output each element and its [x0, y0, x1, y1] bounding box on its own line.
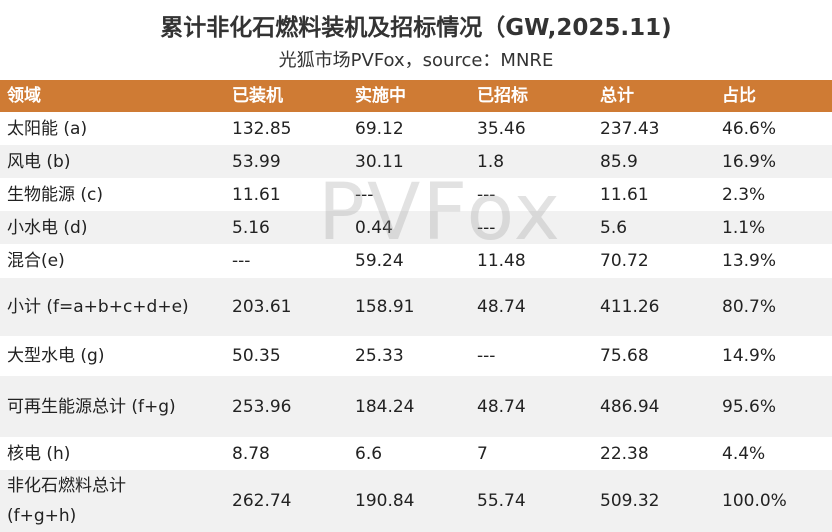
table-cell: 80.7%: [722, 297, 777, 317]
table-cell: 184.24: [355, 396, 415, 417]
table-cell: 1.1%: [722, 217, 766, 238]
table-cell: 11.61: [232, 184, 281, 205]
table-cell: 2.3%: [722, 184, 766, 205]
table-cell: ---: [477, 346, 496, 366]
table-cell: 203.61: [232, 297, 292, 317]
table-cell: 8.78: [232, 443, 270, 464]
table-cell: 小水电 (d): [7, 217, 88, 238]
table-row: 生物能源 (c) 11.61 --- --- 11.61 2.3%: [0, 178, 832, 211]
table-cell: 风电 (b): [7, 151, 71, 172]
table-cell: 16.9%: [722, 151, 777, 172]
table-cell: 48.74: [477, 297, 526, 317]
table-cell: ---: [355, 184, 374, 205]
table-cell: 253.96: [232, 396, 292, 417]
table-row: 核电 (h) 8.78 6.6 7 22.38 4.4%: [0, 437, 832, 470]
table-cell: 4.4%: [722, 443, 766, 464]
table-cell: 55.74: [477, 491, 526, 511]
table-cell: 190.84: [355, 491, 415, 511]
table-row: 可再生能源总计 (f+g) 253.96 184.24 48.74 486.94 95.6…: [0, 376, 832, 437]
table-cell: 11.48: [477, 251, 526, 271]
column-header: 占比: [722, 86, 756, 106]
table-cell: 158.91: [355, 297, 415, 317]
table-cell: 0.44: [355, 217, 393, 238]
table-cell: 486.94: [600, 396, 660, 417]
table-cell: 85.9: [600, 151, 638, 172]
table-row: 风电 (b) 53.99 30.11 1.8 85.9 16.9%: [0, 145, 832, 178]
table-cell: 22.38: [600, 443, 649, 464]
table-cell: 411.26: [600, 297, 660, 317]
table-cell: 50.35: [232, 346, 281, 366]
table-cell: 1.8: [477, 151, 505, 172]
table-row: 小计 (f=a+b+c+d+e) 203.61 158.91 48.74 411.26 8…: [0, 278, 832, 336]
table-cell: 509.32: [600, 491, 660, 511]
column-header: 已招标: [477, 86, 528, 106]
table-cell: 53.99: [232, 151, 281, 172]
table-cell: 13.9%: [722, 251, 777, 271]
table-cell: 59.24: [355, 251, 404, 271]
table-cell: 262.74: [232, 491, 292, 511]
table-cell: 25.33: [355, 346, 404, 366]
table-row: 太阳能 (a) 132.85 69.12 35.46 237.43 46.6%: [0, 112, 832, 145]
table-cell: 30.11: [355, 151, 404, 172]
table-cell: 100.0%: [722, 491, 787, 511]
table-cell: 11.61: [600, 184, 649, 205]
table-cell: 48.74: [477, 396, 526, 417]
table-row: 大型水电 (g) 50.35 25.33 --- 75.68 14.9%: [0, 336, 832, 376]
table-cell: 核电 (h): [7, 443, 71, 464]
table-cell: 太阳能 (a): [7, 118, 88, 139]
table-cell: 75.68: [600, 346, 649, 366]
table-cell: 14.9%: [722, 346, 777, 366]
table-row: 小水电 (d) 5.16 0.44 --- 5.6 1.1%: [0, 211, 832, 244]
column-header: 已装机: [232, 86, 283, 106]
table-cell: 5.16: [232, 217, 270, 238]
subtitle: 光狐市场PVFox，source：MNRE: [278, 50, 554, 71]
table-cell: 70.72: [600, 251, 649, 271]
table-cell: 可再生能源总计 (f+g): [7, 396, 176, 417]
table-cell: 7: [477, 443, 488, 464]
table-cell: ---: [232, 251, 251, 271]
table-cell: 非化石燃料总计 (f+g+h): [7, 476, 126, 526]
table-cell: ---: [477, 217, 496, 238]
table-cell: 6.6: [355, 443, 383, 464]
table-cell: 5.6: [600, 217, 628, 238]
column-header: 总计: [600, 86, 634, 106]
table-cell: 69.12: [355, 118, 404, 139]
table-cell: 132.85: [232, 118, 292, 139]
table-cell: 生物能源 (c): [7, 184, 104, 205]
table-cell: 237.43: [600, 118, 660, 139]
table-row: 领域 已装机 实施中 已招标 总计 占比: [0, 80, 832, 112]
table-cell: 大型水电 (g): [7, 346, 105, 366]
column-header: 领域: [7, 86, 41, 106]
table-cell: 35.46: [477, 118, 526, 139]
table-row: 非化石燃料总计 (f+g+h) 262.74 190.84 55.74 509.32 10…: [0, 470, 832, 532]
table-cell: 95.6%: [722, 396, 777, 417]
table-cell: 小计 (f=a+b+c+d+e): [7, 297, 189, 317]
table-cell: ---: [477, 184, 496, 205]
title: 累计非化石燃料装机及招标情况（GW,2025.11): [160, 15, 672, 41]
table-cell: 混合(e): [7, 251, 65, 271]
table-cell: 46.6%: [722, 118, 777, 139]
table-row: 混合(e) --- 59.24 11.48 70.72 13.9%: [0, 244, 832, 278]
column-header: 实施中: [355, 86, 406, 106]
